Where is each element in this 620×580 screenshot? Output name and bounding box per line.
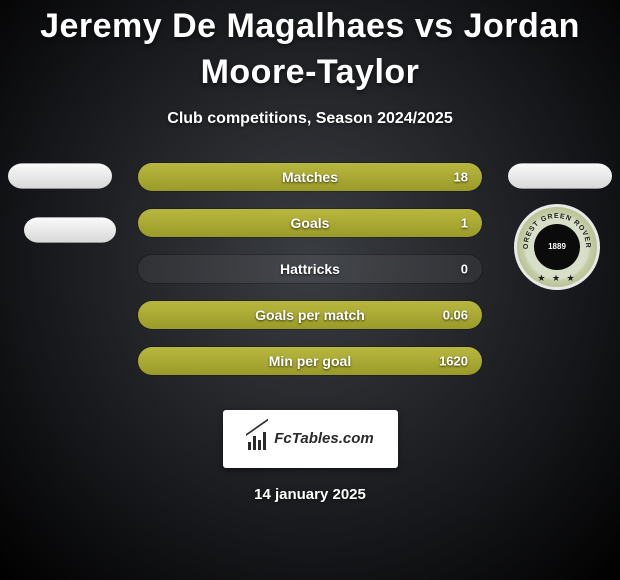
stat-bar-value-right: 1	[461, 215, 468, 230]
stat-bar-row: Matches18	[137, 162, 483, 192]
stat-bar-row: Hattricks0	[137, 254, 483, 284]
stat-bar-row: Goals per match0.06	[137, 300, 483, 330]
logo-text: FcTables.com	[274, 430, 373, 447]
subtitle: Club competitions, Season 2024/2025	[0, 110, 620, 128]
stats-area: FOREST GREEN ROVERS 1889 ★ ★ ★ Matches18…	[0, 162, 620, 402]
crest-year: 1889	[548, 242, 566, 251]
stat-bar-row: Min per goal1620	[137, 346, 483, 376]
stat-bar-label: Matches	[138, 169, 482, 185]
stat-bar-value-right: 0.06	[443, 307, 468, 322]
stat-bar-value-right: 0	[461, 261, 468, 276]
chart-icon	[246, 428, 268, 450]
stat-bar-value-right: 18	[454, 169, 468, 184]
player-left-badge-2	[24, 217, 116, 242]
footer-logo: FcTables.com	[223, 410, 398, 468]
crest-stars: ★ ★ ★	[514, 273, 600, 284]
stat-bar-label: Goals	[138, 215, 482, 231]
player-left-badge-1	[8, 163, 112, 188]
stat-bar-label: Min per goal	[138, 353, 482, 369]
stat-bar-value-right: 1620	[439, 353, 468, 368]
stat-bars: Matches18 Goals1 Hattricks0 Goals per match…	[137, 162, 483, 392]
player-right-crest: FOREST GREEN ROVERS 1889 ★ ★ ★	[514, 204, 600, 290]
stat-bar-row: Goals1	[137, 208, 483, 238]
player-right-badge	[508, 163, 612, 188]
page-title: Jeremy De Magalhaes vs Jordan Moore-Tayl…	[0, 4, 620, 96]
stat-bar-label: Goals per match	[138, 307, 482, 323]
crest-center: 1889	[534, 224, 580, 270]
stat-bar-label: Hattricks	[138, 261, 482, 277]
date-label: 14 january 2025	[0, 486, 620, 503]
